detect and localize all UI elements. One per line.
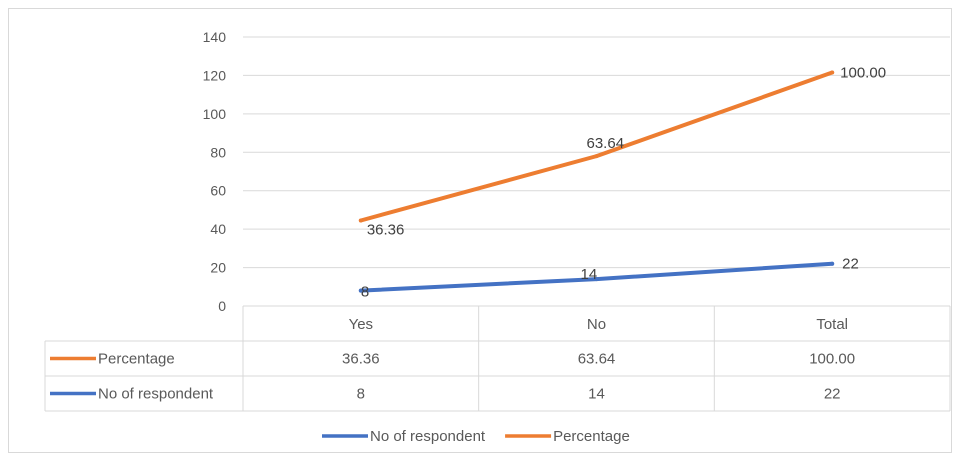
y-tick-label: 120: [203, 67, 227, 83]
legend-label: Percentage: [553, 428, 630, 445]
table-cell: 22: [824, 386, 841, 403]
y-tick-label: 80: [210, 144, 226, 160]
y-tick-label: 60: [210, 183, 226, 199]
y-tick-label: 40: [210, 221, 226, 237]
data-point: [830, 70, 835, 75]
data-point: [358, 288, 363, 293]
data-point: [830, 261, 835, 266]
y-tick-label: 0: [218, 298, 226, 314]
table-cell: 8: [357, 386, 365, 403]
table-cell: 14: [588, 386, 605, 403]
data-point: [594, 277, 599, 282]
table-cell: 63.64: [578, 351, 616, 368]
category-label: No: [587, 316, 606, 333]
y-tick-label: 20: [210, 260, 226, 276]
data-point: [358, 218, 363, 223]
legend-label: No of respondent: [370, 428, 486, 445]
data-label: 100.00: [840, 65, 886, 82]
data-label: 22: [842, 256, 859, 273]
data-label: 36.36: [367, 221, 405, 238]
data-label: 8: [361, 284, 369, 301]
table-cell: 36.36: [342, 351, 380, 368]
category-label: Yes: [349, 316, 373, 333]
category-label: Total: [816, 316, 848, 333]
data-label: 14: [581, 266, 598, 283]
y-tick-label: 100: [203, 106, 227, 122]
table-row-label: No of respondent: [98, 386, 214, 403]
chart-frame: [8, 8, 952, 453]
data-point: [594, 154, 599, 159]
table-cell: 100.00: [809, 351, 855, 368]
data-label: 63.64: [587, 135, 625, 152]
table-row-label: Percentage: [98, 351, 175, 368]
y-tick-label: 140: [203, 29, 227, 45]
